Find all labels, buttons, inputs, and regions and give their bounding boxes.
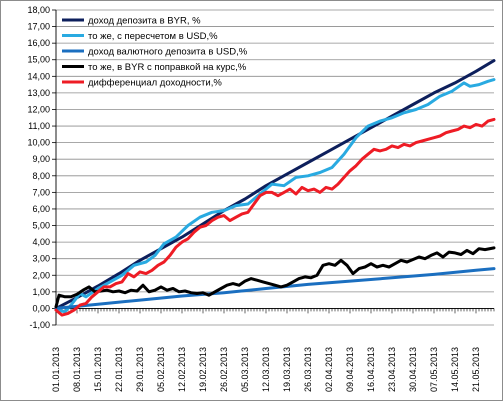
legend: доход депозита в BYR, % то же, с пересчет… (62, 16, 248, 89)
y-tick-label: 17,00 (27, 22, 50, 32)
x-tick-label: 21.05.2013 (471, 347, 481, 392)
x-tick-label: 08.01.2013 (72, 347, 82, 392)
x-tick-label: 26.02.2013 (219, 347, 229, 392)
y-tick-label: 13,00 (27, 88, 50, 98)
y-tick-label: 16,00 (27, 38, 50, 48)
x-tick-label: 02.04.2013 (324, 347, 334, 392)
gridlines (56, 9, 494, 326)
y-tick-label: 9,00 (32, 154, 50, 164)
x-tick-label: 12.03.2013 (261, 347, 271, 392)
y-tick-label: 10,00 (27, 138, 50, 148)
x-tick-label: 16.04.2013 (366, 347, 376, 392)
y-tick-label: 6,00 (32, 204, 50, 214)
y-tick-label: 12,00 (27, 104, 50, 114)
y-tick-label: 15,00 (27, 55, 50, 65)
y-tick-label: 18,00 (27, 5, 50, 15)
series-line-4 (54, 246, 496, 309)
x-tick-label: 12.02.2013 (177, 347, 187, 392)
x-tick-label: 15.01.2013 (93, 347, 103, 392)
y-tick-label: 11,00 (28, 121, 50, 131)
y-axis-ticks: -1,00 0,00 1,00 2,00 3,00 4,00 5,00 6,00 7,00 8,0… (27, 5, 56, 330)
x-tick-label: 19.03.2013 (282, 347, 292, 392)
x-tick-label: 26.03.2013 (303, 347, 313, 392)
series-line-5 (54, 117, 496, 317)
legend-label: доход депозита в BYR, % (88, 16, 201, 27)
x-axis-ticks: 01.01.2013 08.01.2013 15.01.2013 22.01.2013… (51, 308, 495, 392)
legend-label: то же, в BYR с поправкой на курс,% (88, 62, 247, 73)
y-tick-label: 14,00 (27, 71, 50, 81)
x-tick-label: 22.01.2013 (114, 347, 124, 392)
legend-label: то же, с пересчетом в USD,% (88, 31, 218, 42)
x-tick-label: 05.03.2013 (240, 347, 250, 392)
series-line-1 (54, 59, 496, 310)
x-tick-label: 05.02.2013 (156, 347, 166, 392)
y-tick-label: 0,00 (32, 303, 50, 313)
y-tick-label: 5,00 (32, 221, 50, 231)
x-tick-label: 14.05.2013 (450, 347, 460, 392)
series-line-2 (54, 78, 496, 314)
y-tick-label: 3,00 (32, 254, 50, 264)
y-tick-label: 1,00 (32, 287, 50, 297)
axes (55, 10, 494, 325)
x-tick-label: 23.04.2013 (387, 347, 397, 392)
y-tick-label: 8,00 (32, 171, 50, 181)
legend-label: доход валютного депозита в USD,% (88, 47, 248, 58)
x-tick-label: 07.05.2013 (429, 347, 439, 392)
x-tick-label: 30.04.2013 (408, 347, 418, 392)
y-tick-label: 7,00 (32, 187, 50, 197)
series-lines (54, 59, 496, 317)
x-tick-label: 19.02.2013 (198, 347, 208, 392)
y-tick-label: -1,00 (29, 320, 50, 330)
legend-label: дифференциал доходности,% (88, 78, 222, 89)
x-tick-label: 09.04.2013 (345, 347, 355, 392)
x-tick-label: 29.01.2013 (135, 347, 145, 392)
x-tick-label: 01.01.2013 (51, 347, 61, 392)
y-tick-label: 2,00 (32, 270, 50, 280)
y-tick-label: 4,00 (32, 237, 50, 247)
